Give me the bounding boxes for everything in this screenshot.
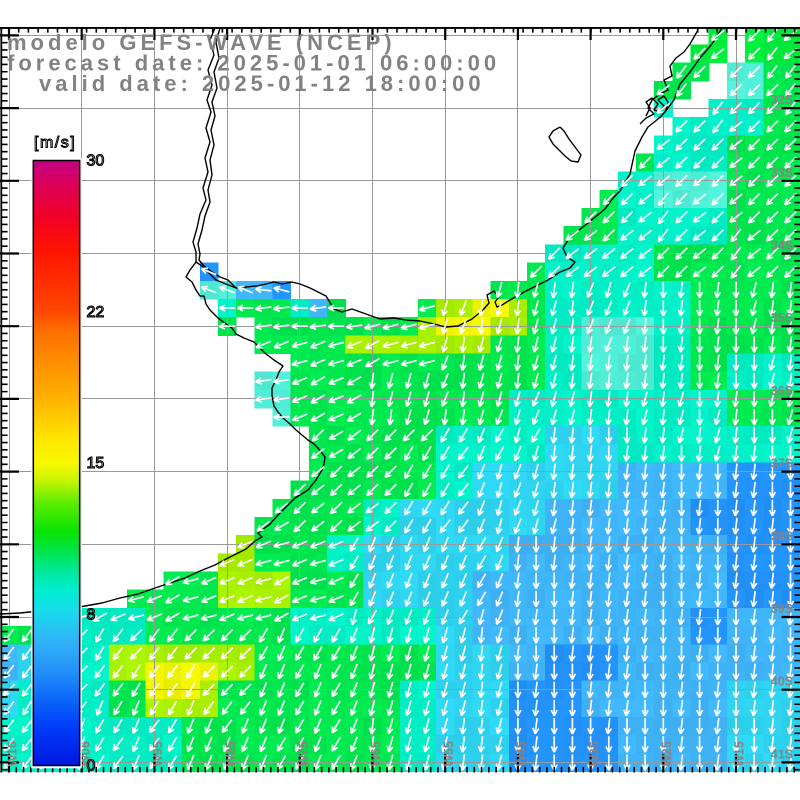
svg-text:W: W [587,755,601,767]
svg-text:6: 6 [78,741,92,748]
svg-text:35S: 35S [771,311,793,325]
svg-text:5: 5 [660,741,674,748]
svg-text:41S: 41S [771,747,793,761]
svg-text:forecast date: 2025-01-01 06:0: forecast date: 2025-01-01 06:00:00 [7,51,500,76]
svg-text:1: 1 [6,748,20,755]
svg-text:W: W [224,755,238,767]
svg-text:6: 6 [6,741,20,748]
svg-text:2: 2 [660,748,674,755]
svg-text:5: 5 [733,741,747,748]
svg-text:W: W [442,755,456,767]
svg-text:5: 5 [369,741,383,748]
svg-text:0: 0 [78,748,92,755]
svg-text:37S: 37S [771,457,793,471]
svg-text:8: 8 [87,606,96,623]
svg-text:34S: 34S [771,239,793,253]
svg-text:W: W [78,755,92,767]
svg-text:W: W [515,755,529,767]
svg-text:7: 7 [297,748,311,755]
svg-text:W: W [297,755,311,767]
svg-text:39S: 39S [771,602,793,616]
svg-text:8: 8 [224,748,238,755]
svg-text:5: 5 [297,741,311,748]
svg-text:5: 5 [515,741,529,748]
svg-text:5: 5 [442,748,456,755]
svg-text:9: 9 [151,748,165,755]
svg-text:22: 22 [87,304,105,321]
svg-text:5: 5 [151,741,165,748]
svg-text:38S: 38S [771,529,793,543]
svg-text:modelo GEFS-WAVE (NCEP): modelo GEFS-WAVE (NCEP) [7,30,396,55]
svg-text:4: 4 [515,748,529,755]
svg-text:W: W [369,755,383,767]
svg-text:W: W [151,755,165,767]
svg-text:W: W [6,755,20,767]
svg-text:[m/s]: [m/s] [34,135,76,152]
svg-text:15: 15 [87,455,105,472]
svg-text:36S: 36S [771,384,793,398]
svg-text:5: 5 [587,741,601,748]
svg-text:0: 0 [87,758,96,775]
svg-text:30: 30 [87,153,105,170]
svg-text:5: 5 [442,741,456,748]
svg-text:40S: 40S [771,675,793,689]
svg-text:valid date: 2025-01-12 18:00:0: valid date: 2025-01-12 18:00:00 [39,71,485,96]
svg-text:W: W [660,755,674,767]
svg-text:1: 1 [733,748,747,755]
svg-text:5: 5 [224,741,238,748]
svg-text:3: 3 [587,748,601,755]
svg-text:33S: 33S [771,166,793,180]
svg-text:W: W [733,755,747,767]
svg-text:6: 6 [369,748,383,755]
svg-text:32S: 32S [771,93,793,107]
